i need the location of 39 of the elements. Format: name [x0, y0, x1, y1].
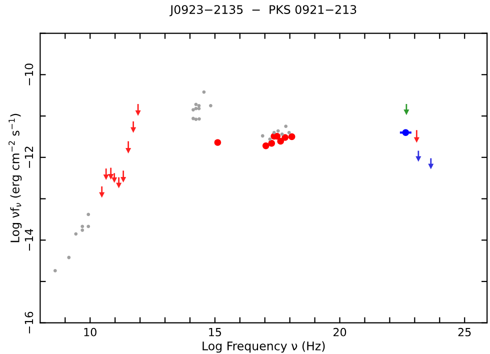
point	[208, 104, 212, 108]
point	[53, 269, 57, 272]
point	[67, 256, 71, 260]
point	[282, 134, 288, 141]
point	[268, 137, 272, 141]
point	[86, 224, 90, 228]
point	[272, 130, 276, 134]
point	[194, 118, 198, 122]
x-axis-title: Log Frequency ν (Hz)	[202, 341, 325, 353]
point	[80, 224, 84, 228]
point	[268, 140, 276, 147]
point	[194, 102, 198, 106]
y-tick-label: −10	[24, 64, 34, 86]
point	[74, 232, 78, 236]
point	[197, 104, 201, 108]
y-tick-label: −12	[24, 146, 34, 168]
y-tick-label: −14	[24, 229, 34, 251]
y-tick-label: −16	[24, 312, 34, 334]
point	[287, 130, 291, 134]
point	[277, 138, 284, 145]
chart-title: J0923−2135 − PKS 0921−213	[170, 5, 356, 16]
x-tick-label: 10	[84, 328, 96, 336]
point	[280, 132, 284, 136]
point	[288, 133, 296, 140]
point	[214, 139, 222, 146]
point	[260, 134, 264, 138]
x-tick-label: 25	[458, 328, 471, 336]
point	[276, 129, 280, 133]
point	[192, 108, 195, 112]
point	[86, 212, 90, 216]
point	[192, 116, 195, 120]
y-axis-title: Log νf$_{ν}$ (erg cm$^{−2}$ s$^{−1}$)	[8, 114, 22, 242]
x-tick-label: 20	[334, 328, 346, 336]
point	[197, 106, 201, 110]
point	[80, 228, 84, 232]
point	[198, 117, 201, 121]
point	[284, 124, 288, 128]
x-tick-label: 15	[209, 328, 222, 336]
point	[262, 142, 270, 150]
